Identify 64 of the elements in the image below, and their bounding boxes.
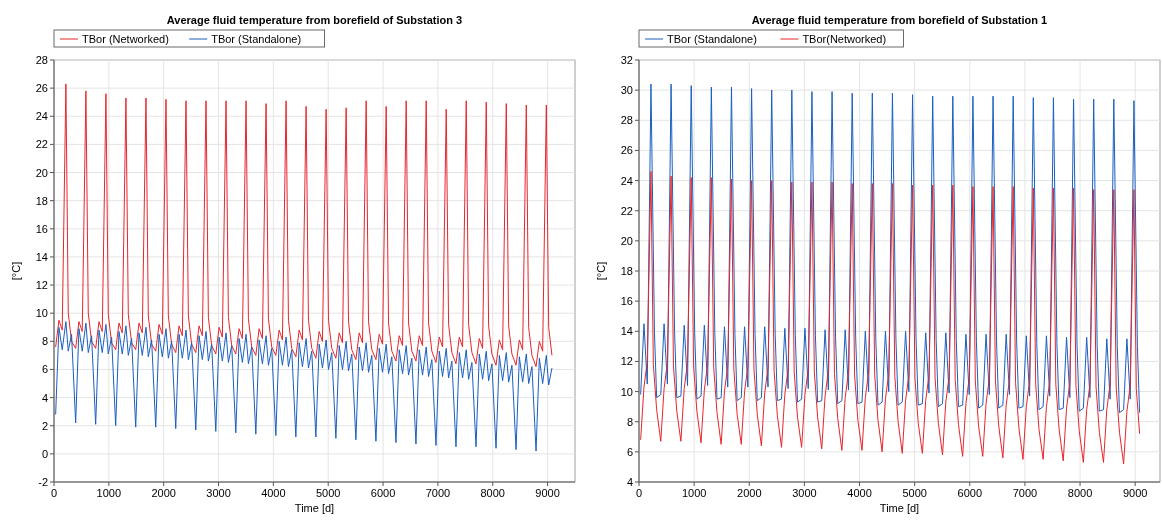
y-tick-label: 16 [35, 222, 48, 235]
legend-label: TBor (Standalone) [667, 32, 757, 45]
line-series [640, 171, 1141, 465]
y-tick-label: 4 [41, 391, 48, 404]
y-tick-label: 6 [626, 445, 633, 458]
x-tick-label: 5000 [315, 487, 341, 499]
x-tick-label: 9000 [535, 487, 560, 499]
y-tick-label: -2 [38, 476, 48, 488]
y-tick-label: 20 [35, 166, 48, 179]
y-tick-label: 16 [620, 295, 633, 308]
y-tick-label: 0 [41, 447, 48, 460]
x-tick-label: 1000 [96, 487, 122, 499]
y-tick-label: 24 [35, 110, 48, 123]
y-tick-label: 12 [35, 279, 48, 292]
y-tick-label: 14 [35, 250, 48, 263]
y-tick-label: 4 [626, 476, 633, 488]
y-tick-label: 32 [620, 54, 633, 66]
x-tick-label: 8000 [1067, 487, 1093, 499]
x-tick-label: 4000 [261, 487, 286, 499]
x-tick-label: 6000 [957, 487, 983, 499]
y-axis-title: [°C] [10, 261, 22, 281]
legend-label: TBor(Networked) [802, 32, 887, 45]
x-axis-title: Time [d] [294, 502, 335, 514]
x-axis-title: Time [d] [879, 502, 920, 514]
y-tick-label: 22 [35, 138, 48, 151]
x-tick-label: 8000 [480, 487, 505, 499]
x-tick-label: 0 [635, 487, 643, 499]
y-tick-label: 26 [620, 144, 633, 157]
y-tick-label: 10 [620, 385, 633, 398]
y-tick-label: 22 [620, 204, 633, 217]
chart-title: Average fluid temperature from borefield of Substation 3 [166, 14, 463, 26]
y-tick-label: 26 [35, 82, 48, 95]
x-tick-label: 0 [50, 487, 58, 499]
y-tick-label: 6 [41, 363, 48, 376]
line-series [55, 321, 553, 452]
y-tick-label: 8 [626, 415, 633, 428]
x-tick-label: 4000 [847, 487, 872, 499]
x-tick-label: 7000 [1012, 487, 1038, 499]
y-tick-label: 14 [620, 325, 633, 338]
x-tick-label: 5000 [902, 487, 927, 499]
x-tick-label: 2000 [737, 487, 762, 499]
y-tick-label: 2 [41, 419, 48, 432]
x-tick-label: 1000 [681, 487, 707, 499]
y-tick-label: 18 [620, 265, 633, 277]
x-tick-label: 6000 [370, 487, 396, 499]
chart-title: Average fluid temperature from borefield of Substation 1 [751, 14, 1048, 26]
y-tick-label: 20 [620, 234, 633, 247]
legend-label: TBor (Standalone) [211, 32, 302, 45]
y-tick-label: 12 [620, 355, 633, 368]
y-tick-label: 28 [35, 54, 48, 66]
y-tick-label: 18 [35, 194, 48, 207]
y-axis-title: [°C] [595, 261, 607, 281]
y-tick-label: 28 [620, 114, 633, 127]
y-tick-label: 24 [620, 174, 633, 187]
x-tick-label: 3000 [792, 487, 817, 499]
x-tick-label: 3000 [206, 487, 231, 499]
y-tick-label: 10 [35, 307, 48, 320]
x-tick-label: 2000 [151, 487, 176, 499]
x-tick-label: 9000 [1122, 487, 1148, 499]
line-series [55, 83, 553, 368]
legend-label: TBor (Networked) [82, 32, 169, 45]
y-tick-label: 30 [620, 84, 633, 97]
x-tick-label: 7000 [425, 487, 451, 499]
y-tick-label: 8 [41, 335, 48, 348]
